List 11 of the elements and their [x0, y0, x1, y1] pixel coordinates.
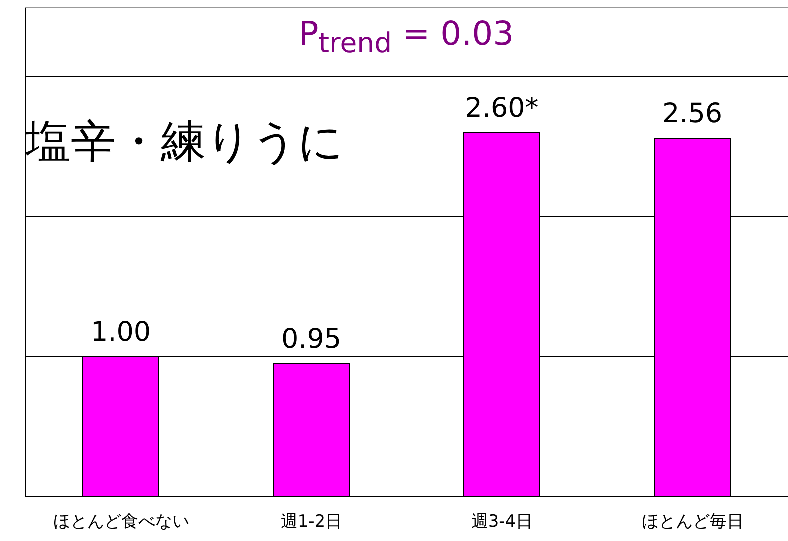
data-label: 1.00	[90, 317, 152, 348]
x-tick-label: ほとんど毎日	[642, 512, 744, 532]
x-tick-label: 週3-4日	[471, 512, 534, 532]
bar	[273, 364, 350, 497]
x-tick-label: ほとんど食べない	[53, 512, 190, 532]
annotation: 塩辛・練りうに	[26, 114, 344, 170]
data-label: 2.60*	[465, 93, 539, 124]
chart-title: P$_{trend}$ = 0.03	[298, 14, 516, 60]
data-label: 0.95	[281, 324, 342, 355]
data-label: 2.56	[662, 98, 723, 130]
x-tick-label: 週1-2日	[280, 512, 343, 532]
